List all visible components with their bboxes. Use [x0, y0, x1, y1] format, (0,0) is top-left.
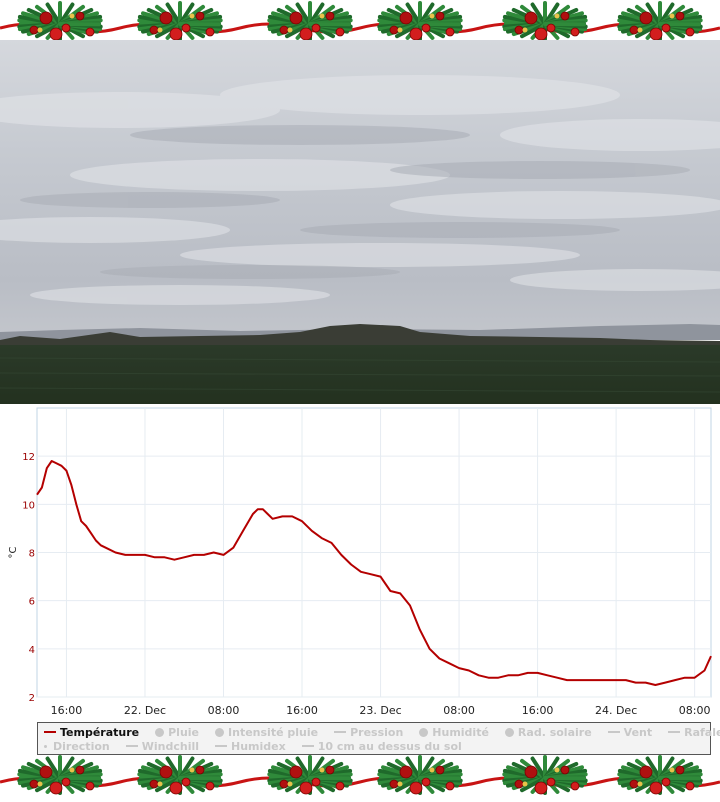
legend-item[interactable]: Intensité pluie [215, 726, 318, 739]
legend-label: Vent [623, 725, 653, 739]
legend-label: 10 cm au dessus du sol [317, 739, 462, 753]
legend-symbol [607, 731, 620, 733]
legend-item[interactable]: Windchill [125, 739, 200, 753]
y-tick-label: 4 [29, 645, 35, 656]
legend-item[interactable]: Rad. solaire [504, 725, 592, 739]
series-line-temperature [36, 460, 712, 686]
christmas-garland-bottom [0, 755, 720, 795]
y-axis-label: °C [8, 546, 19, 558]
x-tick-label: 16:00 [286, 704, 318, 717]
legend-symbol [44, 744, 47, 748]
x-tick-label: 08:00 [443, 704, 475, 717]
landscape-photo [0, 40, 720, 404]
legend-label: Intensité pluie [228, 725, 319, 739]
y-tick-label: 2 [29, 693, 35, 704]
legend-symbol [44, 731, 56, 733]
legend-label: Direction [53, 739, 110, 753]
legend-symbol [215, 727, 225, 737]
legend-item[interactable]: Pression [334, 726, 403, 739]
x-tick-label: 24. Dec [595, 704, 637, 717]
x-tick-label: 23. Dec [359, 704, 401, 717]
legend-symbol [125, 745, 138, 747]
x-tick-label: 22. Dec [124, 704, 166, 717]
legend-item[interactable]: Humidex [215, 740, 286, 753]
chart-legend: Température Pluie Intensité pluie Pression H… [37, 722, 720, 755]
legend-symbol [301, 745, 314, 747]
legend-symbol [668, 731, 681, 733]
legend-symbol [334, 731, 347, 733]
legend-label: Rad. solaire [517, 725, 592, 739]
y-tick-label: 12 [22, 452, 35, 463]
x-tick-label: 16:00 [522, 704, 554, 717]
y-tick-label: 10 [22, 500, 35, 511]
x-tick-label: 08:00 [208, 704, 240, 717]
legend-symbol [155, 727, 165, 737]
christmas-garland-top [0, 1, 720, 41]
legend-item[interactable]: Rafale [668, 726, 720, 739]
temperature-chart: 16:00 22. Dec 08:00 16:00 23. Dec 08:00 16:00 2… [0, 404, 720, 755]
legend-label: Température [60, 725, 140, 739]
y-tick-label: 6 [29, 597, 35, 608]
legend-label: Pression [350, 725, 404, 739]
legend-symbol [215, 745, 228, 747]
legend-item[interactable]: 10 cm au dessus du sol [301, 739, 462, 753]
legend-label: Humidex [231, 739, 286, 753]
y-tick-label: 8 [29, 549, 35, 560]
legend-item[interactable]: Pluie [155, 726, 199, 739]
x-tick-label: 08:00 [679, 704, 711, 717]
legend-item[interactable]: Humidité [419, 726, 489, 739]
legend-label: Windchill [141, 739, 200, 753]
legend-item[interactable]: Température [44, 726, 139, 739]
x-tick-label: 16:00 [51, 704, 83, 717]
legend-label: Rafale [684, 725, 720, 739]
chart-canvas: 16:00 22. Dec 08:00 16:00 23. Dec 08:00 16:00 2… [8, 407, 712, 717]
legend-label: Humidité [432, 725, 489, 739]
legend-item[interactable]: Direction [44, 740, 110, 753]
legend-symbol [419, 727, 429, 737]
legend-item[interactable]: Vent [607, 725, 653, 739]
legend-label: Pluie [168, 725, 200, 739]
legend-symbol [504, 727, 514, 737]
